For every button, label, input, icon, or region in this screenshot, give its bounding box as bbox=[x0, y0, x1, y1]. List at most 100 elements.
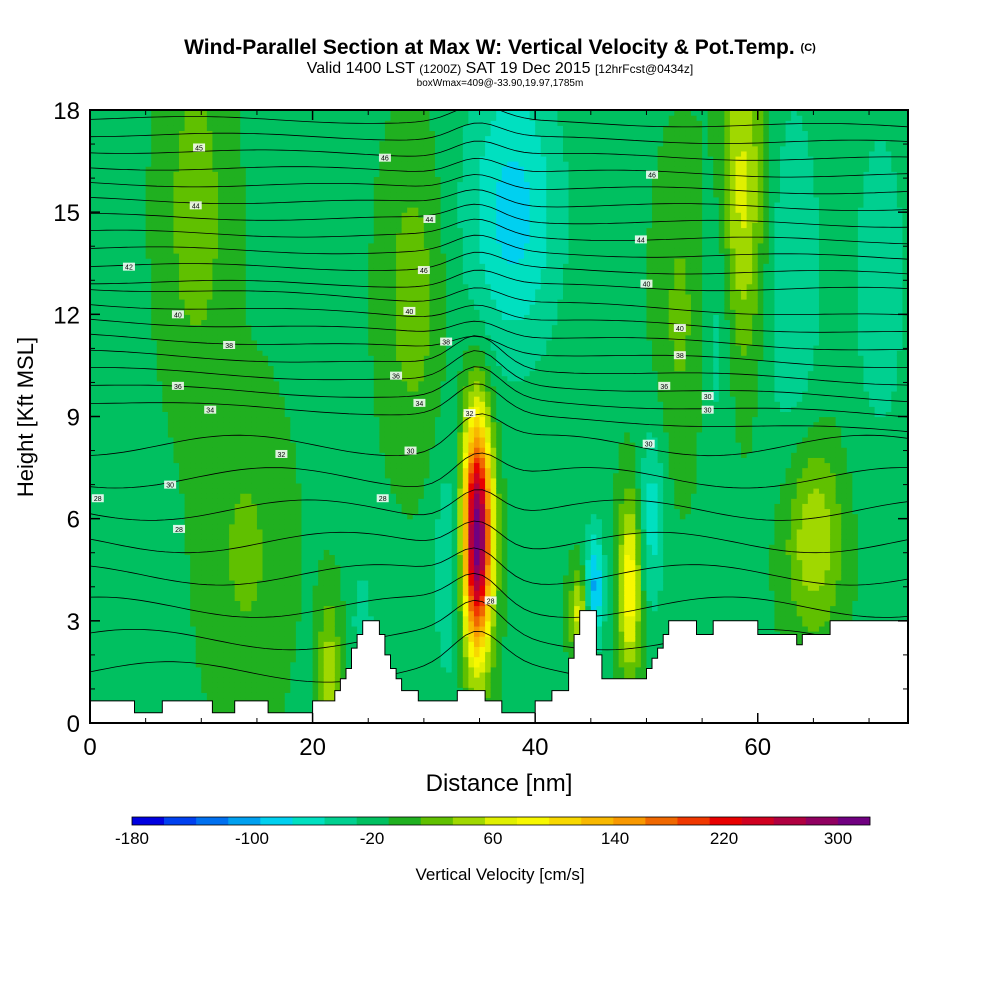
field-cell bbox=[195, 375, 202, 382]
field-cell bbox=[307, 452, 314, 458]
field-cell bbox=[112, 115, 119, 121]
field-cell bbox=[179, 666, 186, 673]
field-cell bbox=[273, 605, 280, 612]
field-cell bbox=[229, 702, 236, 709]
field-cell bbox=[173, 539, 180, 545]
field-cell bbox=[101, 503, 108, 510]
field-cell bbox=[307, 176, 314, 183]
field-cell bbox=[234, 314, 241, 321]
field-cell bbox=[312, 278, 319, 285]
field-cell bbox=[251, 145, 258, 152]
field-cell bbox=[112, 636, 119, 642]
field-cell bbox=[273, 457, 280, 464]
field-cell bbox=[151, 579, 158, 586]
field-cell bbox=[179, 253, 186, 259]
field-cell bbox=[184, 518, 191, 525]
field-cell bbox=[90, 682, 97, 688]
field-cell bbox=[128, 488, 136, 494]
field-cell bbox=[229, 278, 236, 285]
field-cell bbox=[251, 452, 258, 458]
field-cell bbox=[223, 217, 230, 223]
field-cell bbox=[167, 140, 175, 147]
field-cell bbox=[128, 431, 136, 438]
field-cell bbox=[251, 186, 258, 193]
field-cell bbox=[151, 631, 158, 637]
field-cell bbox=[223, 401, 230, 407]
field-cell bbox=[156, 186, 163, 193]
field-cell bbox=[134, 564, 141, 571]
field-cell bbox=[262, 477, 269, 484]
field-cell bbox=[312, 258, 319, 264]
field-cell bbox=[128, 687, 136, 693]
field-cell bbox=[223, 590, 230, 596]
field-cell bbox=[301, 181, 308, 188]
field-cell bbox=[245, 559, 252, 566]
field-cell bbox=[251, 549, 258, 556]
field-cell bbox=[201, 207, 208, 213]
field-cell bbox=[217, 687, 225, 693]
field-cell bbox=[106, 385, 113, 392]
field-cell bbox=[190, 697, 197, 704]
field-cell bbox=[184, 508, 191, 515]
field-cell bbox=[256, 488, 264, 494]
field-cell bbox=[117, 467, 124, 474]
field-cell bbox=[206, 288, 214, 295]
field-cell bbox=[307, 171, 314, 178]
field-cell bbox=[90, 426, 97, 433]
field-cell bbox=[140, 360, 147, 367]
field-cell bbox=[190, 539, 197, 545]
field-cell bbox=[101, 339, 108, 346]
field-cell bbox=[134, 442, 141, 448]
field-cell bbox=[212, 620, 219, 627]
field-cell bbox=[223, 186, 230, 193]
field-cell bbox=[190, 610, 197, 617]
field-cell bbox=[307, 533, 314, 540]
field-cell bbox=[245, 656, 252, 663]
field-cell bbox=[206, 651, 214, 658]
field-cell bbox=[234, 625, 241, 632]
field-cell bbox=[301, 661, 308, 668]
field-cell bbox=[140, 355, 147, 361]
field-cell bbox=[223, 299, 230, 305]
field-cell bbox=[284, 554, 291, 561]
field-cell bbox=[101, 324, 108, 331]
field-cell bbox=[184, 155, 191, 162]
field-cell bbox=[206, 641, 214, 647]
field-cell bbox=[273, 528, 280, 535]
field-cell bbox=[279, 472, 286, 479]
field-cell bbox=[151, 677, 158, 683]
field-cell bbox=[229, 677, 236, 683]
field-cell bbox=[151, 258, 158, 264]
field-cell bbox=[229, 442, 236, 448]
field-cell bbox=[262, 488, 269, 494]
field-cell bbox=[101, 309, 108, 315]
field-cell bbox=[128, 390, 136, 397]
field-cell bbox=[229, 610, 236, 617]
field-cell bbox=[279, 702, 286, 709]
field-cell bbox=[312, 120, 319, 126]
field-cell bbox=[245, 682, 252, 688]
field-cell bbox=[251, 600, 258, 607]
field-cell bbox=[301, 421, 308, 428]
field-cell bbox=[223, 462, 230, 469]
field-cell bbox=[245, 697, 252, 704]
field-cell bbox=[156, 176, 163, 183]
field-cell bbox=[179, 549, 186, 556]
field-cell bbox=[112, 539, 119, 545]
field-cell bbox=[134, 682, 141, 688]
field-cell bbox=[162, 431, 169, 438]
field-cell bbox=[245, 442, 252, 448]
field-cell bbox=[173, 324, 180, 331]
field-cell bbox=[212, 564, 219, 571]
field-cell bbox=[101, 120, 108, 126]
field-cell bbox=[179, 539, 186, 545]
field-cell bbox=[156, 258, 163, 264]
field-cell bbox=[145, 201, 152, 208]
field-cell bbox=[112, 462, 119, 469]
field-cell bbox=[206, 396, 214, 402]
field-cell bbox=[128, 585, 136, 591]
field-cell bbox=[256, 406, 264, 412]
field-cell bbox=[273, 309, 280, 315]
field-cell bbox=[262, 355, 269, 361]
field-cell bbox=[251, 513, 258, 520]
